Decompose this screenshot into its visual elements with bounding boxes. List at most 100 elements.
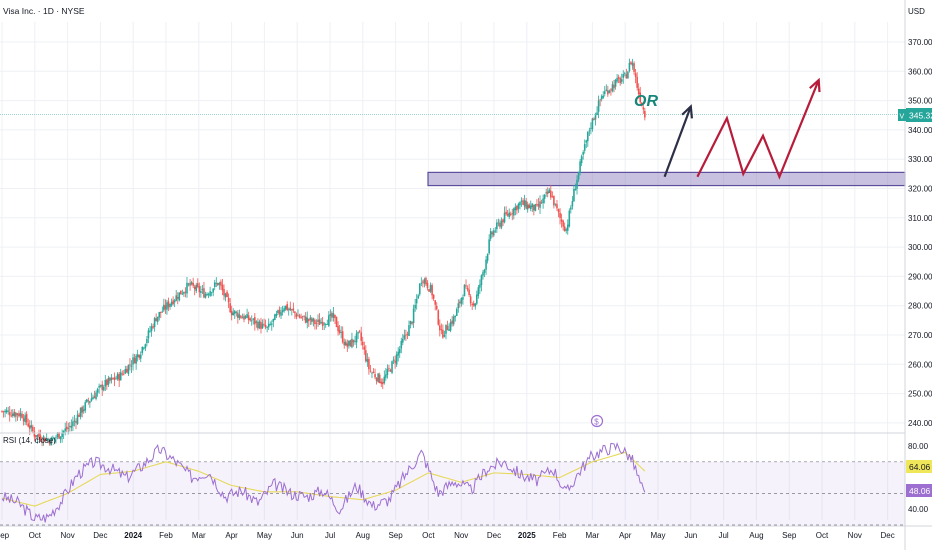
event-marker-icon[interactable] (590, 414, 604, 428)
candle-body (118, 374, 120, 381)
candle-body (542, 198, 544, 204)
x-tick-label: Jun (684, 531, 697, 540)
candle-body (509, 213, 512, 215)
candle-body (482, 272, 484, 276)
candle-body (84, 402, 87, 411)
rsi-tag-value: 48.06 (909, 486, 931, 496)
candle-body (548, 189, 551, 194)
x-tick-label: Jun (291, 531, 304, 540)
candle-body (232, 312, 235, 316)
candle-body (431, 285, 433, 296)
candle-body (39, 435, 42, 441)
candle-body (200, 290, 202, 293)
projection-arrow-black[interactable] (663, 106, 692, 178)
candle-body (56, 433, 59, 437)
candle-body (206, 293, 208, 296)
candle-body (553, 195, 555, 206)
rsi-label[interactable]: RSI (14, close) (3, 436, 56, 445)
drawings[interactable] (663, 77, 821, 180)
candle-body (533, 204, 535, 211)
x-tick-label: Feb (553, 531, 567, 540)
candle-body (580, 156, 583, 164)
candle-body (380, 381, 383, 384)
candle-body (201, 289, 204, 291)
candle-body (252, 318, 255, 320)
candle-body (627, 71, 629, 79)
candle-body (348, 340, 350, 346)
price-tag-marker-bg (898, 109, 906, 121)
candle-body (141, 346, 144, 354)
candle-body (272, 318, 275, 322)
candle-body (104, 380, 107, 387)
projection-arrow-black-head[interactable] (681, 104, 694, 119)
candle-body (513, 208, 515, 216)
candle-body (385, 374, 387, 378)
candle-body (409, 321, 412, 325)
candle-body (551, 196, 554, 198)
candle-body (343, 341, 346, 346)
or-annotation[interactable]: OR (634, 93, 658, 110)
currency-label[interactable]: USD (908, 7, 925, 16)
candle-body (491, 232, 494, 235)
candle-body (172, 300, 174, 304)
chart-title: Visa Inc. · 1D · NYSE (3, 6, 85, 16)
x-tick-label: Dec (487, 531, 501, 540)
candle-body (619, 78, 621, 84)
projection-path-red[interactable] (696, 79, 820, 180)
candle-body (360, 332, 362, 341)
candle-body (4, 410, 6, 413)
candle-body (368, 359, 370, 370)
candle-body (328, 315, 330, 326)
candle-body (147, 330, 150, 339)
candle-body (355, 333, 358, 343)
rsi-tick-label: 80.00 (908, 442, 929, 451)
candle-body (405, 334, 407, 336)
candle-body (129, 364, 131, 366)
candle-body (121, 373, 124, 375)
candle-body (479, 284, 481, 288)
candle-body (616, 77, 618, 82)
grid (0, 22, 905, 520)
candle-body (585, 140, 588, 143)
candle-body (274, 314, 276, 321)
candle-body (301, 316, 304, 318)
candle-body (180, 290, 182, 295)
candle-body (395, 354, 398, 365)
candle-body (466, 288, 469, 290)
candle-body (483, 269, 486, 273)
candle-body (499, 222, 501, 227)
candle-body (1, 410, 3, 412)
candle-body (388, 367, 390, 369)
y-tick-label: 310.00 (908, 214, 932, 223)
candle-body (563, 226, 566, 232)
candle-body (59, 436, 62, 440)
candle-body (193, 286, 196, 290)
candle-body (459, 301, 461, 304)
candle-body (412, 308, 415, 324)
candle-body (605, 89, 608, 91)
candle-body (485, 259, 487, 270)
candle-body (289, 307, 292, 311)
candle-body (468, 289, 470, 295)
projection-path-red-head[interactable] (809, 77, 821, 93)
candle-body (311, 318, 313, 322)
candle-body (624, 73, 626, 74)
candle-body (443, 335, 446, 337)
candle-body (106, 379, 108, 386)
candle-body (502, 219, 504, 223)
candle-body (522, 200, 524, 205)
candle-body (391, 361, 393, 373)
y-tick-label: 250.00 (908, 390, 932, 399)
candle-body (610, 89, 612, 91)
candle-body (153, 318, 156, 328)
candle-body (229, 303, 231, 313)
candle-body (505, 211, 507, 214)
candle-body (620, 79, 623, 82)
candle-body (246, 314, 248, 318)
candle-body (312, 318, 315, 322)
candle-body (471, 304, 473, 305)
candle-body (469, 296, 472, 304)
candle-body (41, 441, 43, 443)
y-tick-label: 360.00 (908, 67, 932, 76)
